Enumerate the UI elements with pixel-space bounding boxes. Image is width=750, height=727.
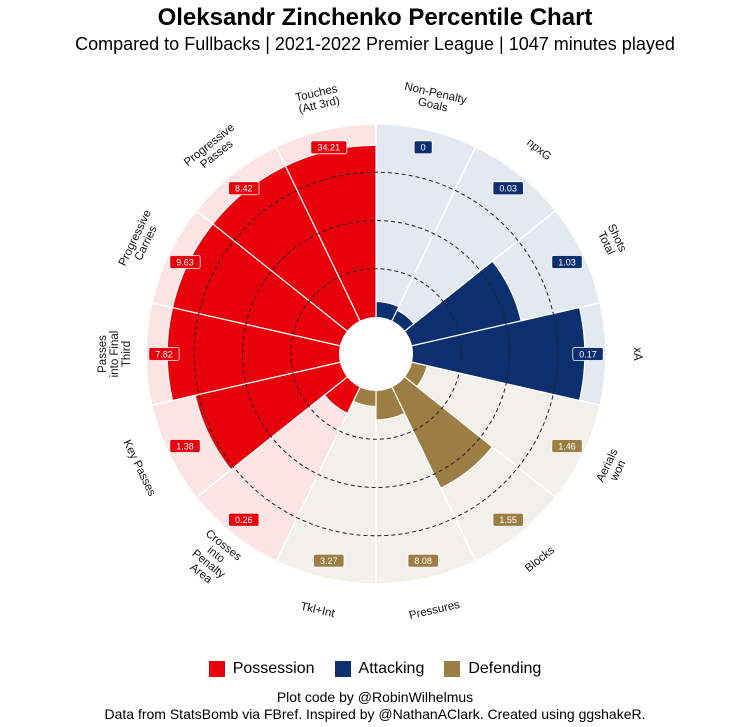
legend-swatch-defending <box>444 661 461 677</box>
value-label-text-npxg: 0.03 <box>499 184 517 194</box>
axis-label-pressures: Pressures <box>408 599 461 622</box>
value-label-xa: 0.17 <box>572 347 604 361</box>
value-label-progressive-carries: 9.63 <box>169 255 201 269</box>
value-label-progressive-passes: 8.42 <box>228 181 260 196</box>
value-label-box-tkl-int <box>313 553 345 568</box>
axis-label-aerials-won: Aerialswon <box>595 447 632 489</box>
value-label-box-progressive-passes <box>228 181 260 196</box>
value-label-box-touches-att-3rd <box>310 140 348 155</box>
legend-item-possession: Possession <box>208 660 315 678</box>
axis-label-line: npxG <box>524 137 553 164</box>
value-label-box-key-passes <box>169 439 201 453</box>
axis-label-line: into Final <box>109 331 121 378</box>
value-label-text-progressive-carries: 9.63 <box>176 257 194 267</box>
axis-label-blocks: Blocks <box>523 544 557 575</box>
value-label-box-non-penalty-goals <box>413 140 433 155</box>
legend: Possession Attacking Defending <box>0 660 750 678</box>
axis-label-line: xA <box>631 347 643 361</box>
value-label-tkl-int: 3.27 <box>313 553 345 568</box>
axis-label-line: Third <box>121 341 133 367</box>
value-label-text-non-penalty-goals: 0 <box>421 143 426 153</box>
chart-title: Oleksandr Zinchenko Percentile Chart <box>157 4 593 31</box>
center-hole <box>339 317 413 391</box>
value-label-box-passes-into-final-third <box>148 347 180 361</box>
axis-label-tkl-int: Tkl+Int <box>299 601 336 621</box>
value-label-text-touches-att-3rd: 34.21 <box>318 143 341 153</box>
axis-label-passes-into-final-third: Passesinto FinalThird <box>97 331 133 378</box>
value-label-box-aerials-won <box>551 439 583 453</box>
axis-label-crosses-into-penalty-area: CrossesintoPenaltyArea <box>181 528 244 592</box>
value-label-crosses-into-penalty-area: 0.26 <box>228 512 260 527</box>
chart-subtitle: Compared to Fullbacks | 2021-2022 Premie… <box>75 34 675 54</box>
axis-label-progressive-carries: ProgressiveCarries <box>117 208 165 273</box>
legend-swatch-possession <box>208 661 225 677</box>
axis-label-line: Key Passes <box>120 438 157 498</box>
axis-label-xa: xA <box>631 347 643 361</box>
axis-label-key-passes: Key Passes <box>120 438 157 498</box>
value-label-box-xa <box>572 347 604 361</box>
legend-item-attacking: Attacking <box>334 660 425 678</box>
value-label-text-key-passes: 1.38 <box>176 441 194 451</box>
axis-label-progressive-passes: ProgressivePasses <box>182 122 244 179</box>
legend-label-possession: Possession <box>232 660 315 677</box>
gridline-25 <box>290 268 462 440</box>
value-label-box-shots-total <box>551 255 583 269</box>
caption-data-source: Data from StatsBomb via FBref. Inspired … <box>104 706 646 722</box>
bar-xa <box>375 306 586 402</box>
axis-label-npxg: npxG <box>524 137 553 164</box>
value-label-touches-att-3rd: 34.21 <box>310 140 348 155</box>
axis-label-line: Tkl+Int <box>299 601 336 621</box>
axis-label-line: Blocks <box>523 544 557 575</box>
value-labels: 0 0.03 1.03 0.17 1.46 1.55 8.08 3.27 0.26 1.38 7.8… <box>148 140 604 568</box>
gridline-50 <box>242 220 510 488</box>
gridlines <box>193 171 559 537</box>
value-label-text-xa: 0.17 <box>579 349 597 359</box>
axis-label-line: Pressures <box>408 599 461 622</box>
value-label-box-npxg <box>492 181 524 196</box>
value-label-aerials-won: 1.46 <box>551 439 583 453</box>
value-label-blocks: 1.55 <box>492 512 524 527</box>
value-label-text-crosses-into-penalty-area: 0.26 <box>235 515 253 525</box>
value-label-box-blocks <box>492 512 524 527</box>
value-label-text-shots-total: 1.03 <box>558 257 576 267</box>
gridline-75 <box>193 171 559 537</box>
legend-item-defending: Defending <box>444 660 541 678</box>
value-label-text-progressive-passes: 8.42 <box>235 184 253 194</box>
axis-label-line: Passes <box>97 335 109 373</box>
value-label-passes-into-final-third: 7.82 <box>148 347 180 361</box>
value-label-pressures: 8.08 <box>407 553 439 568</box>
value-label-text-blocks: 1.55 <box>499 515 517 525</box>
value-label-box-crosses-into-penalty-area <box>228 512 260 527</box>
axis-label-shots-total: ShotsTotal <box>594 222 628 259</box>
caption-plot-code: Plot code by @RobinWilhelmus <box>276 689 474 705</box>
axis-label-touches-att-3rd: Touches(Att 3rd) <box>294 83 341 116</box>
value-label-text-pressures: 8.08 <box>414 556 432 566</box>
value-label-non-penalty-goals: 0 <box>413 140 433 155</box>
legend-swatch-attacking <box>334 661 351 677</box>
value-label-box-progressive-carries <box>169 255 201 269</box>
value-label-key-passes: 1.38 <box>169 439 201 453</box>
value-label-npxg: 0.03 <box>492 181 524 196</box>
legend-label-defending: Defending <box>468 660 542 677</box>
value-label-text-tkl-int: 3.27 <box>320 556 338 566</box>
value-label-box-pressures <box>407 553 439 568</box>
axis-label-non-penalty-goals: Non-PenaltyGoals <box>401 81 468 119</box>
value-label-text-aerials-won: 1.46 <box>558 441 576 451</box>
value-label-shots-total: 1.03 <box>551 255 583 269</box>
value-label-text-passes-into-final-third: 7.82 <box>155 349 173 359</box>
bars <box>166 144 586 489</box>
legend-label-attacking: Attacking <box>358 660 425 677</box>
